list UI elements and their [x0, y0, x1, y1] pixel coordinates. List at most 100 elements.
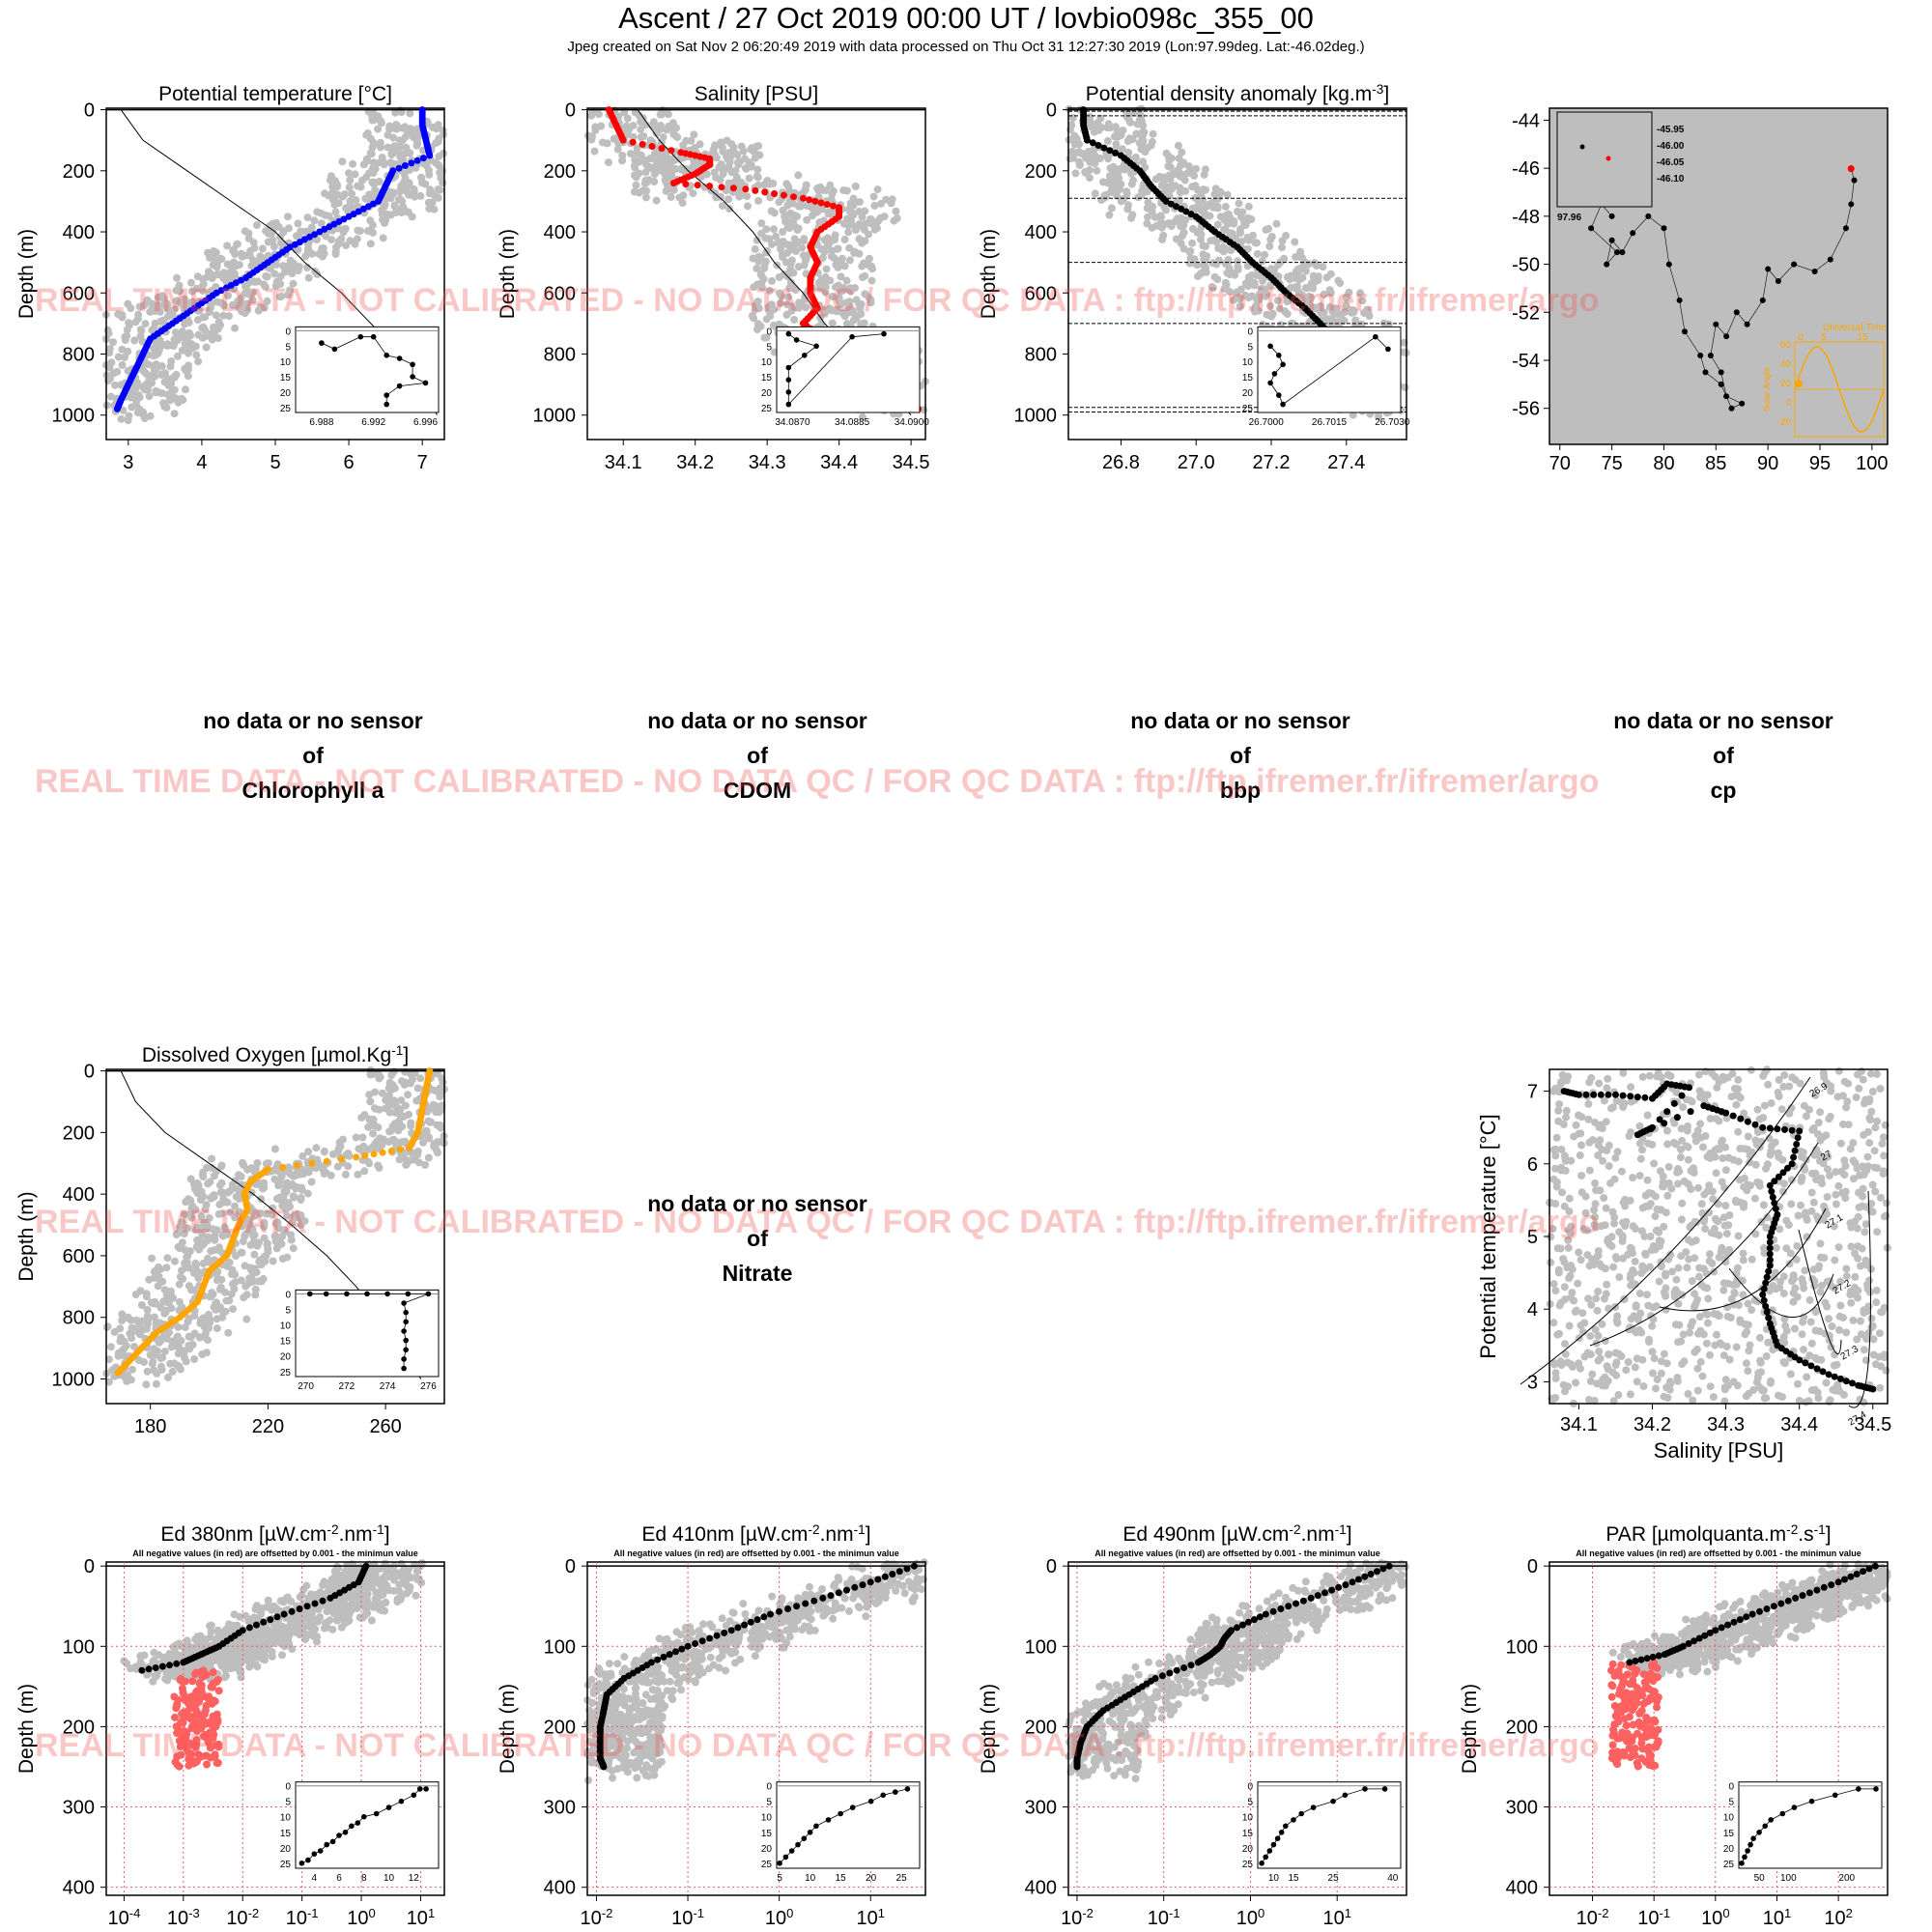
cloud-point [395, 1139, 404, 1147]
cloud-point [702, 170, 711, 179]
float-position [1723, 333, 1730, 340]
cloud-point [364, 1122, 373, 1131]
cloud-point [161, 1308, 170, 1317]
ts-cloud-point [1662, 1292, 1670, 1300]
cloud-point [318, 244, 327, 253]
cloud-point [128, 1323, 136, 1332]
cloud-point [167, 1292, 176, 1300]
inset-point [384, 401, 390, 408]
cloud-point [1094, 119, 1102, 128]
zoom-inset-frame [1556, 111, 1653, 208]
ts-cloud-point [1872, 1286, 1881, 1294]
cloud-point [1272, 219, 1281, 228]
cloud-point [151, 307, 158, 316]
cloud-point [386, 158, 395, 167]
ts-cloud-point [1643, 1111, 1652, 1120]
x-tick-label: 5 [270, 452, 280, 473]
cloud-point [753, 264, 761, 272]
cloud-point [231, 1270, 240, 1279]
inset-point [307, 1291, 313, 1297]
ts-cloud-point [1665, 1385, 1674, 1394]
ts-cloud-point [1572, 1121, 1580, 1129]
cloud-point [1202, 185, 1209, 194]
cloud-point [127, 304, 135, 313]
profile-point [669, 180, 677, 186]
ts-cloud-point [1838, 1189, 1847, 1197]
inset-y-tick-label: 0 [285, 327, 291, 337]
inset-point [1280, 361, 1286, 368]
cloud-point [1131, 153, 1140, 161]
inset-point [323, 1291, 329, 1297]
cloud-point [106, 1343, 115, 1351]
cloud-point [240, 1293, 248, 1302]
cloud-point [142, 1290, 151, 1298]
ts-cloud-point [1629, 1174, 1637, 1182]
cloud-point [110, 1327, 119, 1336]
cloud-point [156, 1362, 165, 1371]
cloud-point [294, 219, 302, 228]
cloud-point [375, 178, 384, 185]
inset-point [384, 392, 390, 398]
cloud-point [1119, 127, 1127, 134]
ts-cloud-point [1744, 1367, 1752, 1376]
cloud-point [230, 245, 238, 254]
cloud-point [134, 310, 143, 319]
y-tick-label: 1000 [533, 406, 577, 427]
ts-cloud-point [1834, 1181, 1843, 1190]
ts-cloud-point [1660, 1350, 1668, 1358]
current-position [1847, 165, 1855, 173]
profile-point [629, 138, 637, 146]
inset-point [1267, 380, 1273, 386]
ts-cloud-point [1873, 1228, 1882, 1236]
cloud-point [847, 208, 856, 216]
cloud-point [387, 1126, 395, 1135]
cloud-point [205, 1310, 213, 1319]
cloud-point [275, 293, 284, 301]
ts-cloud-point [1694, 1183, 1702, 1192]
cloud-point [840, 262, 849, 270]
inset-point [422, 380, 429, 386]
cloud-point [119, 406, 128, 414]
ts-cloud-point [1826, 1112, 1834, 1121]
chart-title: Dissolved Oxygen [µmol.Kg-1] [142, 1043, 409, 1067]
ts-cloud-point [1769, 1282, 1777, 1290]
cloud-point [105, 345, 114, 354]
cloud-point [345, 169, 353, 178]
cloud-point [356, 183, 365, 191]
float-position [1718, 381, 1724, 387]
cloud-point [1125, 134, 1134, 143]
cloud-point [208, 1154, 216, 1163]
ts-cloud-point [1626, 1390, 1634, 1399]
cloud-point [354, 226, 362, 235]
cloud-point [317, 219, 326, 228]
ts-cloud-point [1861, 1259, 1870, 1267]
ts-cloud-point [1596, 1186, 1605, 1195]
inset-point [403, 1319, 410, 1325]
cloud-point [768, 276, 776, 285]
cloud-point [426, 1104, 435, 1113]
ts-cloud-point [1663, 1191, 1672, 1200]
cloud-point [154, 1282, 162, 1291]
cloud-point [185, 1282, 193, 1291]
cloud-point [1216, 213, 1225, 221]
inset-point [410, 374, 415, 380]
inset-x-tick-label: 26.7000 [1249, 417, 1285, 428]
cloud-point [758, 283, 766, 292]
cloud-point [800, 237, 808, 244]
ts-cloud-point [1611, 1153, 1620, 1162]
cloud-point [377, 119, 385, 127]
ts-cloud-point [1739, 1249, 1747, 1258]
cloud-point [1191, 182, 1200, 190]
ts-cloud-point [1603, 1084, 1611, 1093]
cloud-point [114, 353, 123, 361]
inset-point [1280, 401, 1286, 408]
ts-cloud-point [1551, 1287, 1560, 1295]
y-tick-label: 600 [63, 283, 95, 304]
float-position [1765, 266, 1772, 272]
cloud-point [719, 147, 727, 156]
cloud-point [155, 1272, 163, 1281]
profile-point [694, 182, 701, 189]
profile-point [817, 199, 825, 207]
ts-cloud-point [1797, 1201, 1804, 1209]
cloud-point [192, 351, 201, 359]
